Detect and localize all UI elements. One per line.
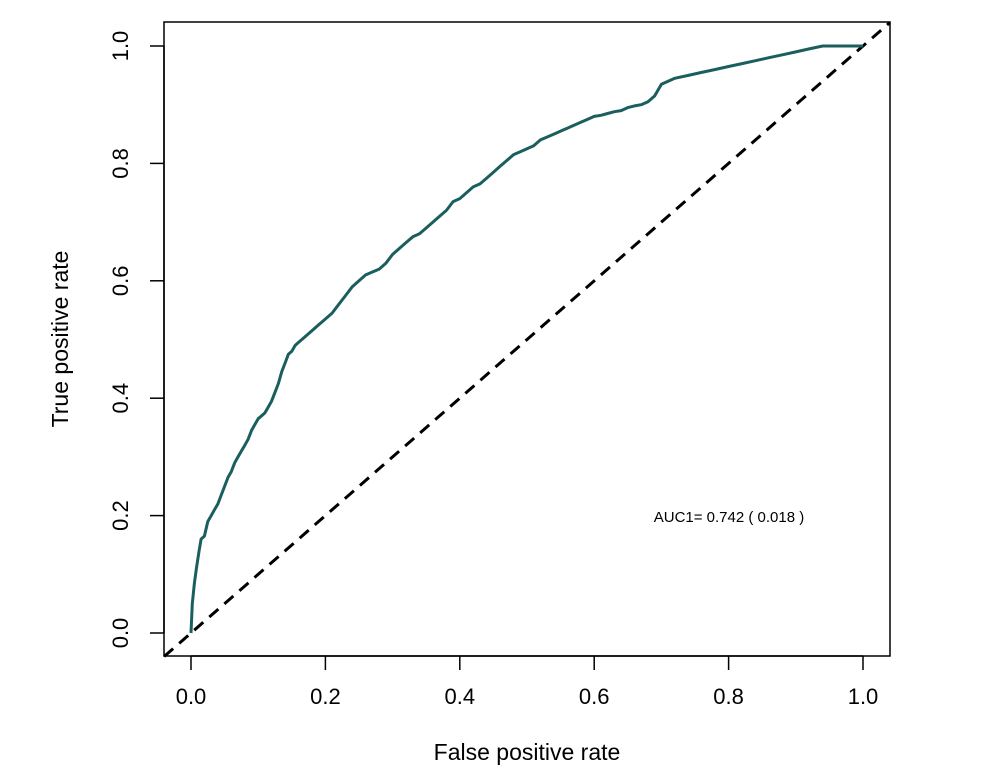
y-tick-label: 0.6 xyxy=(108,266,133,297)
auc-annotation: AUC1= 0.742 ( 0.018 ) xyxy=(654,509,805,526)
y-tick-label: 1.0 xyxy=(108,31,133,62)
roc-series xyxy=(189,44,863,634)
x-tick-label: 1.0 xyxy=(848,684,879,709)
x-tick-label: 0.2 xyxy=(310,684,341,709)
x-tick-label: 0.0 xyxy=(176,684,207,709)
x-tick-label: 0.6 xyxy=(579,684,610,709)
y-tick-label: 0.4 xyxy=(108,383,133,414)
x-axis-title: False positive rate xyxy=(434,739,621,765)
y-tick-label: 0.0 xyxy=(108,618,133,649)
x-tick-label: 0.4 xyxy=(445,684,476,709)
roc-curve-line xyxy=(189,44,863,634)
y-tick-label: 0.8 xyxy=(108,148,133,179)
y-axis: 0.0 0.2 0.4 0.6 0.8 1.0 xyxy=(108,31,165,649)
y-tick-label: 0.2 xyxy=(108,500,133,531)
reference-line xyxy=(163,21,891,658)
reference-diagonal xyxy=(163,21,891,658)
x-tick-label: 0.8 xyxy=(713,684,744,709)
x-axis: 0.0 0.2 0.4 0.6 0.8 1.0 xyxy=(176,655,879,709)
y-axis-title: True positive rate xyxy=(47,251,73,428)
